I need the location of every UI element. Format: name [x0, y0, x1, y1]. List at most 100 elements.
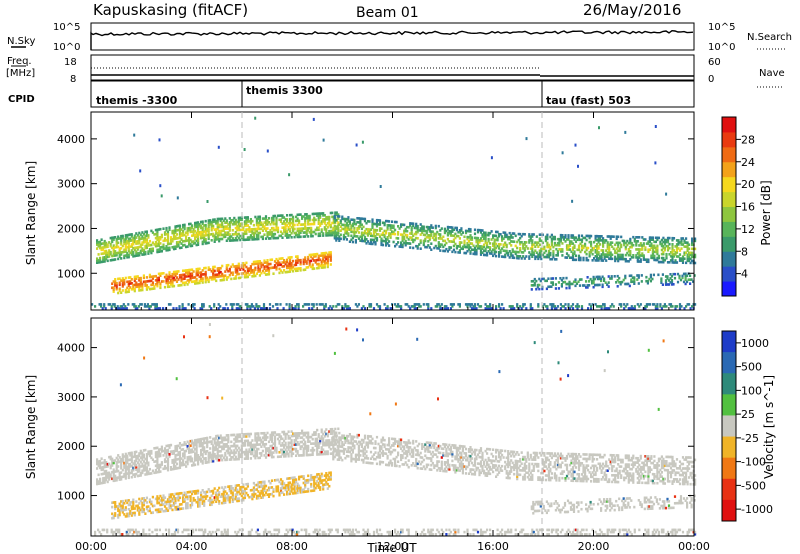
range-gate-cell	[201, 303, 204, 306]
range-gate-cell	[246, 443, 249, 447]
range-gate-cell	[580, 248, 584, 252]
range-gate-cell	[112, 468, 115, 471]
power-scatter	[91, 116, 697, 310]
range-gate-cell	[653, 254, 656, 258]
range-gate-cell	[573, 244, 576, 247]
range-gate-cell	[175, 280, 179, 283]
range-gate-cell	[195, 239, 198, 243]
range-gate-cell	[154, 242, 157, 246]
range-gate-cell	[451, 305, 454, 308]
range-gate-cell	[249, 222, 252, 225]
range-gate-cell	[121, 307, 124, 310]
range-gate-cell	[454, 242, 457, 246]
range-gate-cell	[466, 229, 469, 233]
range-gate-cell	[620, 255, 623, 259]
range-gate-cell	[661, 273, 664, 276]
range-gate-cell	[213, 455, 216, 458]
range-gate-cell	[249, 450, 252, 453]
range-gate-cell	[567, 236, 570, 239]
range-gate-cell	[112, 246, 115, 249]
range-gate-cell	[669, 259, 673, 262]
range-gate-cell	[216, 225, 219, 229]
range-gate-cell	[157, 272, 160, 276]
range-gate-cell	[197, 456, 200, 459]
range-gate-cell	[561, 234, 564, 237]
range-gate-cell	[523, 249, 526, 252]
range-gate-cell	[651, 303, 654, 306]
range-gate-cell	[636, 236, 639, 239]
range-gate-cell	[322, 232, 325, 235]
range-gate-cell	[207, 460, 210, 464]
range-gate-cell	[237, 303, 240, 306]
range-gate-cell	[191, 280, 194, 284]
range-gate-cell	[178, 462, 182, 465]
range-gate-cell	[290, 231, 293, 235]
range-gate-cell	[551, 283, 554, 286]
range-gate-cell	[621, 257, 624, 261]
range-gate-cell	[313, 442, 316, 445]
range-gate-cell	[357, 231, 360, 234]
range-gate-cell	[163, 449, 167, 452]
range-gate-cell	[621, 253, 624, 257]
range-gate-cell	[357, 221, 360, 224]
range-gate-cell	[216, 439, 219, 442]
range-gate-cell	[135, 504, 138, 508]
range-gate-cell	[433, 238, 436, 242]
range-gate-cell	[483, 231, 486, 234]
range-gate-cell	[552, 305, 555, 308]
range-gate-cell	[501, 239, 504, 242]
range-gate-cell	[331, 430, 334, 433]
range-gate-cell	[409, 222, 412, 225]
range-gate-cell	[314, 431, 317, 434]
range-gate-cell	[597, 277, 600, 281]
range-gate-cell	[545, 279, 548, 283]
range-gate-cell	[145, 468, 148, 472]
range-gate-cell	[159, 272, 162, 275]
range-gate-cell	[278, 214, 281, 217]
range-gate-cell	[564, 240, 567, 243]
range-gate-cell	[114, 254, 117, 257]
range-gate-cell	[141, 465, 144, 468]
range-gate-cell	[550, 277, 553, 280]
range-gate-cell	[317, 258, 320, 262]
range-gate-cell	[141, 288, 144, 292]
range-gate-cell	[246, 220, 249, 223]
range-gate-cell	[242, 268, 245, 271]
range-gate-cell	[493, 240, 496, 244]
range-gate-cell	[489, 248, 492, 251]
range-gate-cell	[215, 236, 218, 239]
range-gate-cell	[222, 307, 225, 310]
range-gate-cell	[328, 441, 331, 444]
range-gate-cell	[523, 257, 526, 260]
range-gate-cell	[439, 249, 442, 252]
range-gate-cell	[656, 258, 659, 262]
range-gate-cell	[227, 223, 230, 226]
range-gate-cell	[248, 228, 251, 231]
range-gate-cell	[397, 237, 400, 240]
range-gate-cell	[599, 235, 602, 238]
range-gate-cell	[230, 219, 233, 222]
range-gate-cell	[290, 236, 293, 239]
range-gate-cell	[404, 229, 407, 233]
range-gate-cell	[151, 247, 154, 250]
colorbar-swatch	[722, 281, 736, 297]
range-gate-cell	[495, 307, 498, 310]
range-gate-cell	[416, 245, 419, 248]
range-gate-cell	[188, 442, 191, 446]
range-gate-cell	[249, 441, 252, 445]
range-gate-cell	[479, 251, 483, 254]
range-gate-cell	[605, 253, 608, 256]
range-gate-cell	[222, 447, 225, 451]
range-gate-cell	[289, 450, 292, 453]
range-gate-cell	[112, 254, 115, 257]
range-gate-cell	[407, 226, 410, 229]
range-gate-cell	[209, 276, 212, 279]
range-gate-cell	[532, 284, 535, 287]
range-gate-cell	[360, 223, 363, 227]
range-gate-cell	[559, 236, 562, 239]
range-gate-cell	[319, 254, 322, 257]
range-gate-cell	[151, 287, 154, 290]
range-gate-cell	[611, 241, 614, 244]
range-gate-cell	[434, 226, 437, 230]
range-gate-cell	[177, 244, 180, 248]
